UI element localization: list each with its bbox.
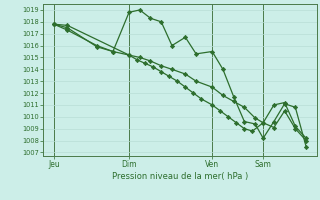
X-axis label: Pression niveau de la mer( hPa ): Pression niveau de la mer( hPa ): [112, 172, 248, 181]
